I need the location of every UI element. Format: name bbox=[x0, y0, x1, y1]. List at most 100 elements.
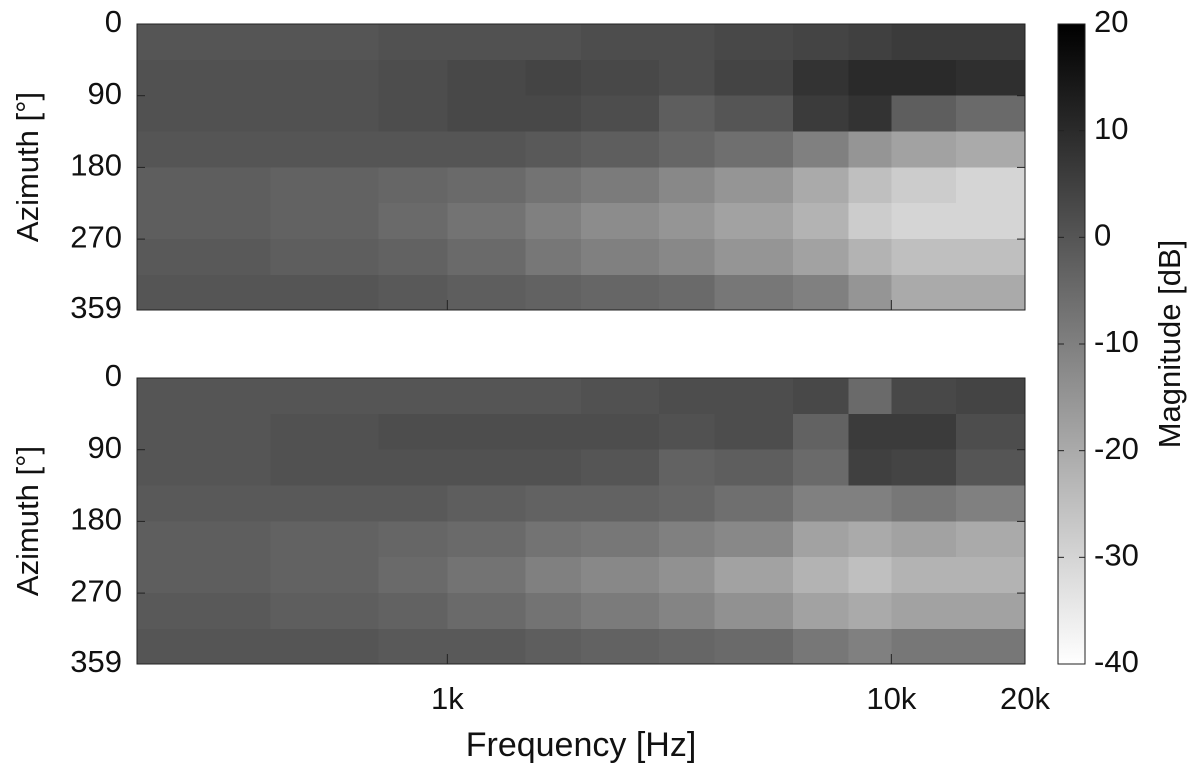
heatmap-cell bbox=[891, 95, 957, 133]
heatmap-cell bbox=[137, 449, 272, 487]
heatmap-cell bbox=[525, 628, 582, 665]
x-tick-label: 1k bbox=[431, 681, 464, 716]
heatmap-cell bbox=[891, 449, 957, 487]
heatmap-cell bbox=[378, 485, 448, 522]
heatmap-cell bbox=[137, 24, 272, 61]
heatmap-cell bbox=[848, 95, 892, 133]
heatmap-cell bbox=[792, 59, 849, 97]
heatmap-cell bbox=[270, 378, 380, 415]
heatmap-cell bbox=[659, 24, 716, 61]
y-tick-label: 180 bbox=[70, 502, 122, 537]
heatmap-cell bbox=[659, 485, 716, 522]
heatmap-cell bbox=[378, 449, 448, 487]
x-tick-label: 20k bbox=[1000, 681, 1050, 716]
heatmap-cell bbox=[714, 628, 794, 665]
heatmap-cell bbox=[956, 274, 1026, 311]
y-axis-label: Azimuth [°] bbox=[10, 92, 45, 242]
heatmap-cell bbox=[137, 59, 272, 97]
heatmap-cell bbox=[792, 593, 849, 630]
heatmap-cell bbox=[848, 239, 892, 276]
colorbar-tick-label: -10 bbox=[1094, 324, 1139, 359]
heatmap-cell bbox=[378, 593, 448, 630]
heatmap-cell bbox=[891, 378, 957, 415]
heatmap-cell bbox=[378, 274, 448, 311]
heatmap-cell bbox=[581, 521, 660, 558]
y-tick-label: 90 bbox=[88, 76, 122, 111]
heatmap-cell bbox=[447, 203, 527, 240]
heatmap-cell bbox=[270, 593, 380, 630]
heatmap-cell bbox=[378, 24, 448, 61]
heatmap-cell bbox=[714, 593, 794, 630]
heatmap-cell bbox=[659, 557, 716, 594]
heatmap-cell bbox=[792, 95, 849, 133]
heatmap-cell bbox=[956, 628, 1026, 665]
heatmap-cell bbox=[848, 378, 892, 415]
heatmap-cell bbox=[447, 24, 527, 61]
heatmap-cell bbox=[714, 59, 794, 97]
heatmap-cell bbox=[378, 557, 448, 594]
heatmap-cell bbox=[447, 521, 527, 558]
heatmap-cell bbox=[581, 485, 660, 522]
heatmap-cell bbox=[848, 628, 892, 665]
heatmap-cell bbox=[525, 413, 582, 451]
heatmap-cell bbox=[792, 557, 849, 594]
heatmap-cell bbox=[659, 593, 716, 630]
heatmap-cell bbox=[270, 95, 380, 133]
heatmap-cell bbox=[270, 485, 380, 522]
heatmap-cell bbox=[659, 521, 716, 558]
heatmap-cell bbox=[891, 413, 957, 451]
colorbar-tick-label: -30 bbox=[1094, 538, 1139, 573]
heatmap-cell bbox=[792, 521, 849, 558]
heatmap-cell bbox=[891, 274, 957, 311]
y-tick-label: 0 bbox=[105, 4, 122, 39]
colorbar-tick-label: 0 bbox=[1094, 218, 1111, 253]
heatmap-cell bbox=[270, 274, 380, 311]
heatmap-cell bbox=[792, 413, 849, 451]
heatmap-cell bbox=[378, 378, 448, 415]
colorbar-tick-label: 10 bbox=[1094, 111, 1128, 146]
heatmap-cell bbox=[956, 449, 1026, 487]
heatmap-cell bbox=[447, 485, 527, 522]
y-axis-label: Azimuth [°] bbox=[10, 446, 45, 596]
heatmap-cell bbox=[137, 167, 272, 204]
heatmap-cell bbox=[659, 378, 716, 415]
heatmap-cell bbox=[378, 239, 448, 276]
heatmap-cell bbox=[581, 628, 660, 665]
heatmap-cell bbox=[848, 449, 892, 487]
heatmap-cell bbox=[714, 274, 794, 311]
heatmap-cell bbox=[581, 24, 660, 61]
heatmap-cell bbox=[714, 378, 794, 415]
heatmap-cell bbox=[581, 95, 660, 133]
heatmap-cell bbox=[378, 95, 448, 133]
heatmap-cell bbox=[891, 593, 957, 630]
heatmap-cell bbox=[378, 167, 448, 204]
heatmap-cell bbox=[378, 628, 448, 665]
heatmap-cell bbox=[659, 203, 716, 240]
heatmap-cell bbox=[378, 203, 448, 240]
heatmap-cell bbox=[714, 485, 794, 522]
heatmap-cell bbox=[891, 628, 957, 665]
heatmap-cell bbox=[137, 239, 272, 276]
heatmap-cell bbox=[891, 167, 957, 204]
y-tick-label: 90 bbox=[88, 430, 122, 465]
colorbar-tick-label: 20 bbox=[1094, 4, 1128, 39]
heatmap-cell bbox=[792, 378, 849, 415]
heatmap-cell bbox=[956, 131, 1026, 168]
heatmap-cell bbox=[270, 131, 380, 168]
y-tick-label: 270 bbox=[70, 219, 122, 254]
heatmap-cell bbox=[137, 203, 272, 240]
heatmap-cell bbox=[659, 167, 716, 204]
heatmap-cell bbox=[270, 628, 380, 665]
heatmap-cell bbox=[447, 59, 527, 97]
heatmap-cell bbox=[956, 24, 1026, 61]
heatmap-cell bbox=[891, 521, 957, 558]
heatmap-cell bbox=[714, 203, 794, 240]
heatmap-cell bbox=[270, 59, 380, 97]
y-tick-label: 270 bbox=[70, 573, 122, 608]
heatmap-cell bbox=[714, 521, 794, 558]
heatmap-cell bbox=[270, 239, 380, 276]
heatmap-cell bbox=[891, 59, 957, 97]
heatmap-cell bbox=[447, 378, 527, 415]
heatmap-cell bbox=[956, 239, 1026, 276]
heatmap-cell bbox=[525, 203, 582, 240]
